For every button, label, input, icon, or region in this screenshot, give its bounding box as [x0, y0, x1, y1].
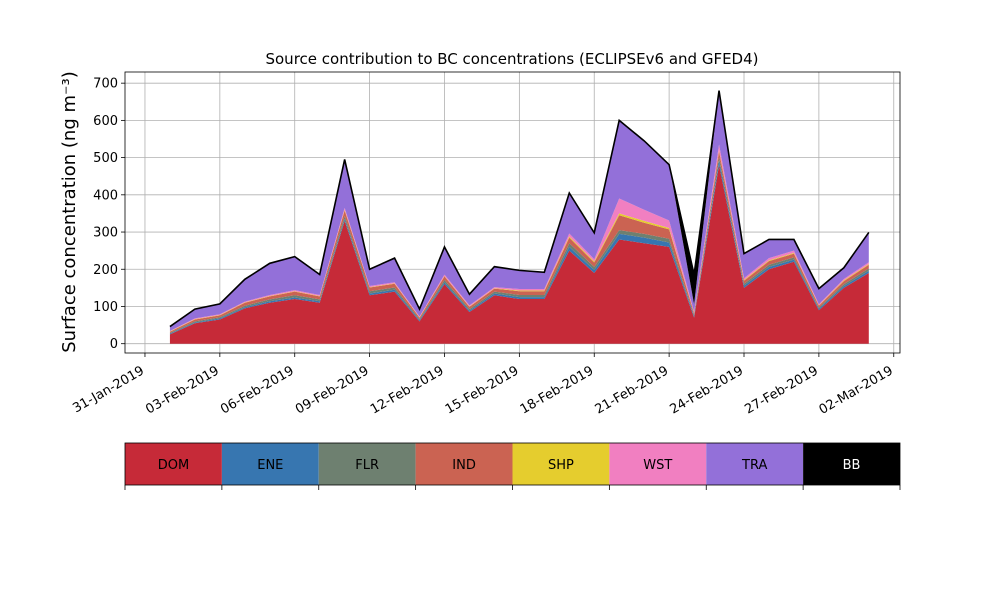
y-tick-label: 200 [93, 263, 118, 278]
legend-border [124, 442, 901, 486]
legend-swatch-flr [318, 443, 416, 485]
legend-label-tra: TRA [741, 458, 767, 473]
legend-swatch-bb [803, 443, 900, 485]
y-tick-label: 400 [93, 188, 118, 203]
area-tra [169, 90, 869, 332]
x-tick-label: 09-Feb-2019 [293, 363, 372, 417]
legend: DOM ENE FLR IND SHP WST TRA BB [124, 442, 901, 490]
plot-frame [124, 71, 901, 354]
x-tick-label: 24-Feb-2019 [667, 363, 746, 417]
x-tick-label: 21-Feb-2019 [593, 363, 672, 417]
legend-swatch-tra [706, 443, 804, 485]
plot-border [124, 71, 901, 354]
legend-swatch-shp [512, 443, 610, 485]
legend-swatch-wst [609, 443, 707, 485]
y-tick-label: 300 [93, 226, 118, 241]
total-line [169, 90, 870, 328]
legend-label-flr: FLR [355, 458, 379, 473]
legend-label-bb: BB [843, 458, 861, 473]
area-dom [169, 165, 869, 344]
y-tick-label: 500 [93, 151, 118, 166]
x-tick-label: 06-Feb-2019 [218, 363, 297, 417]
y-tick-label: 100 [93, 300, 118, 315]
legend-swatch-ind [415, 443, 513, 485]
x-tick-label: 31-Jan-2019 [70, 363, 147, 416]
x-tick-label: 27-Feb-2019 [742, 363, 821, 417]
x-tick-label: 03-Feb-2019 [143, 363, 222, 417]
stacked-areas [169, 90, 870, 344]
x-tick-label: 12-Feb-2019 [368, 363, 447, 417]
legend-label-dom: DOM [158, 458, 189, 473]
chart-title: Source contribution to BC concentrations… [265, 50, 758, 68]
x-tick-label: 02-Mar-2019 [817, 363, 896, 417]
legend-label-shp: SHP [548, 458, 574, 473]
y-tick-label: 0 [110, 337, 118, 352]
x-tick-label: 15-Feb-2019 [443, 363, 522, 417]
y-axis-label: Surface concentration (ng m⁻³) [59, 71, 80, 353]
legend-swatch-ene [221, 443, 319, 485]
x-tick-label: 18-Feb-2019 [518, 363, 597, 417]
legend-label-ene: ENE [257, 458, 283, 473]
legend-label-ind: IND [452, 458, 476, 473]
legend-label-wst: WST [643, 458, 672, 473]
legend-swatch-dom [125, 443, 222, 485]
y-tick-label: 700 [93, 77, 118, 92]
y-tick-label: 600 [93, 114, 118, 129]
